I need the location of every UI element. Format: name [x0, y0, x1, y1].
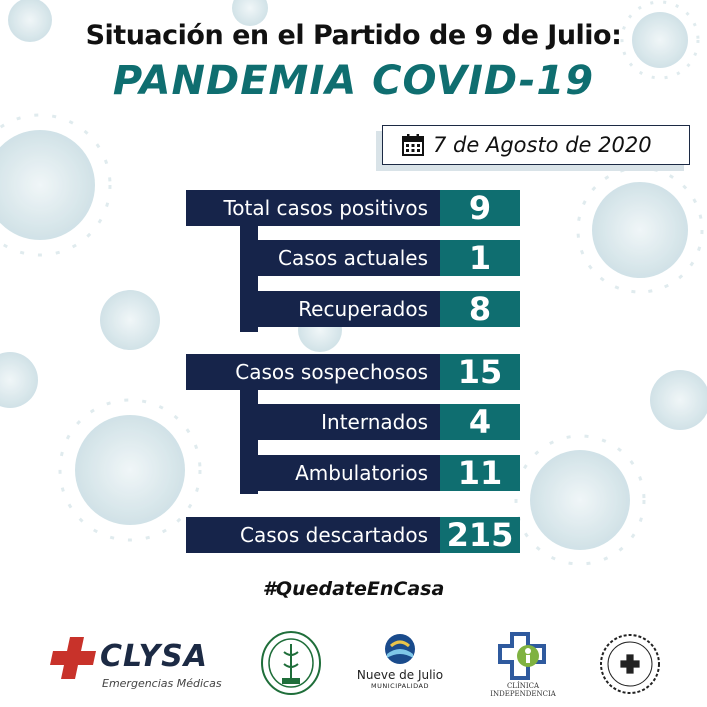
row-total-positivos: Total casos positivos 9 — [186, 189, 520, 227]
positivos-value: 9 — [440, 189, 520, 227]
recuperados-label: Recuperados — [258, 291, 440, 327]
group1-bracket — [240, 210, 258, 332]
internados-label: Internados — [258, 404, 440, 440]
group2-bracket — [240, 372, 258, 494]
actuales-label: Casos actuales — [258, 240, 440, 276]
sospechosos-label: Casos sospechosos — [186, 354, 440, 390]
actuales-value: 1 — [440, 239, 520, 277]
page-title: Situación en el Partido de 9 de Julio: — [85, 20, 622, 51]
date-box: 7 de Agosto de 2020 — [382, 125, 690, 165]
hashtag: #QuedateEnCasa — [262, 578, 445, 600]
clinica-cross-icon — [498, 632, 546, 680]
internados-value: 4 — [440, 403, 520, 441]
hospital-seal-logo — [261, 631, 321, 695]
clysa-cross-icon — [50, 637, 96, 679]
municipalidad-label: MUNICIPALIDAD — [371, 682, 429, 690]
nueve-de-julio-logo: Nueve de Julio MUNICIPALIDAD — [350, 632, 450, 696]
recuperados-value: 8 — [440, 290, 520, 328]
clysa-name: CLYSA — [100, 639, 209, 674]
clinica-name: CLÍNICA INDEPENDENCIA — [490, 682, 556, 698]
descartados-value: 215 — [440, 516, 520, 554]
page-subtitle: PANDEMIA COVID-19 — [112, 58, 595, 104]
circular-seal-logo — [600, 634, 660, 694]
ambulatorios-value: 11 — [440, 454, 520, 492]
municipal-emblem-icon — [385, 634, 415, 664]
row-ambulatorios: Ambulatorios 11 — [258, 454, 520, 492]
descartados-label: Casos descartados — [186, 517, 440, 553]
clinica-independencia-logo: CLÍNICA INDEPENDENCIA — [478, 632, 568, 698]
clysa-tagline: Emergencias Médicas — [102, 677, 222, 690]
row-recuperados: Recuperados 8 — [258, 290, 520, 328]
clysa-logo: CLYSA Emergencias Médicas — [48, 635, 223, 695]
positivos-label: Total casos positivos — [186, 190, 440, 226]
row-casos-sospechosos: Casos sospechosos 15 — [186, 353, 520, 391]
nueve-de-julio-name: Nueve de Julio — [356, 668, 444, 682]
ambulatorios-label: Ambulatorios — [258, 455, 440, 491]
report-date: 7 de Agosto de 2020 — [433, 133, 652, 157]
sospechosos-value: 15 — [440, 353, 520, 391]
row-casos-descartados: Casos descartados 215 — [186, 516, 520, 554]
calendar-icon — [402, 134, 424, 156]
row-casos-actuales: Casos actuales 1 — [258, 239, 520, 277]
row-internados: Internados 4 — [258, 403, 520, 441]
